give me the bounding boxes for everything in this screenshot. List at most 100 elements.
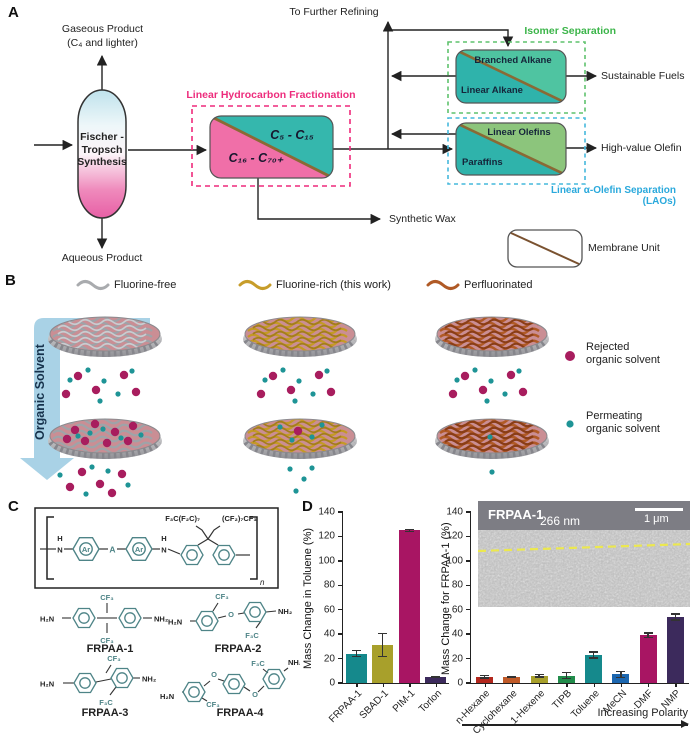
bar-group-NMP: NMP bbox=[660, 512, 689, 712]
fischer-tropsch-vessel bbox=[77, 89, 127, 219]
permeate-dots bbox=[57, 464, 495, 498]
a-linker-label: A bbox=[109, 545, 115, 555]
y-tick-label: 0 bbox=[329, 677, 335, 689]
frpaa-3-name: FRPAA-3 bbox=[81, 707, 129, 719]
rejected-legend-dot-icon bbox=[565, 351, 575, 361]
cf3-label: CF₃ bbox=[107, 654, 121, 663]
h2n-label: H₂N bbox=[168, 618, 182, 627]
fluorine-free-legend-label: Fluorine-free bbox=[114, 279, 177, 291]
frpaa-1-name: FRPAA-1 bbox=[86, 643, 134, 655]
tick-mark bbox=[338, 657, 343, 660]
x-tick-label: FRPAA-1 bbox=[326, 688, 365, 726]
bars-container: FRPAA-1 SBAD-1 PIM-1 Torlon bbox=[327, 512, 449, 725]
bar-Cyclohexane bbox=[503, 676, 521, 683]
feed-dots bbox=[61, 367, 528, 404]
polymer-repeat-unit: n H N Ar A Ar H N F₃C(F₂C)₇ (CF₂)₇CF₃ bbox=[34, 507, 279, 589]
scale-bar-label: 1 μm bbox=[644, 513, 669, 525]
gaseous-product-label-1: Gaseous Product bbox=[61, 23, 144, 35]
ar-ring-label: Ar bbox=[82, 545, 90, 554]
rejected-line-2: organic solvent bbox=[586, 354, 660, 367]
error-bar-Torlon bbox=[431, 675, 441, 679]
panel-d-label: D bbox=[302, 498, 313, 515]
sem-top-band bbox=[478, 501, 690, 530]
h-label-2: H bbox=[161, 534, 166, 543]
membrane-disk-top-fluorine-rich bbox=[243, 317, 357, 357]
x-tick-label: PIM-1 bbox=[390, 688, 418, 715]
linear-olefins-label: Linear Olefins bbox=[487, 127, 551, 138]
laos-dashed-box bbox=[447, 117, 586, 185]
panel-a-label: A bbox=[8, 4, 19, 21]
y-tick-label: 20 bbox=[323, 653, 335, 665]
y-tick-label: 120 bbox=[318, 530, 335, 542]
y-tick-label: 100 bbox=[446, 555, 463, 567]
bar-DMF bbox=[639, 635, 657, 683]
sem-thickness-label: 266 nm bbox=[540, 514, 581, 528]
panel-b-illustration bbox=[20, 280, 575, 498]
error-bar-Cyclohexane bbox=[507, 675, 517, 679]
f3c-label: F₃C bbox=[99, 698, 113, 707]
permeating-line-1: Permeating bbox=[586, 410, 643, 422]
frpaa-3-structure: H₂N CF₃ F₃C NH₂ bbox=[40, 654, 156, 707]
fractionation-membrane-unit bbox=[210, 116, 333, 178]
cf3-label: CF₃ bbox=[100, 593, 114, 602]
bar-group-Cyclohexane: Cyclohexane bbox=[471, 512, 525, 735]
vessel-label: Fischer - Tropsch Synthesis bbox=[76, 131, 128, 169]
perfluorinated-squiggle-icon bbox=[426, 280, 460, 290]
y-tick-label: 140 bbox=[446, 506, 463, 518]
fractionation-unit-border bbox=[209, 115, 334, 179]
gaseous-product-label-2: (C₄ and lighter) bbox=[67, 37, 138, 49]
fluoro-chain-right-label: (CF₂)₇CF₃ bbox=[222, 514, 257, 523]
solvent-uptake-chart: Mass Change for FRPAA-1 (%) n-Hexane Cycl… bbox=[440, 498, 692, 735]
tick-mark bbox=[466, 584, 471, 586]
fluorine-rich-squiggle-icon bbox=[238, 280, 272, 290]
y-axis-label: Mass Change in Toluene (%) bbox=[302, 527, 314, 670]
bar-group-MeCN: MeCN bbox=[601, 512, 634, 716]
tick-mark bbox=[338, 584, 343, 586]
panel-c-label: C bbox=[8, 498, 19, 515]
tick-mark bbox=[466, 682, 471, 684]
tick-mark bbox=[466, 560, 471, 562]
h2n-label: H₂N bbox=[40, 615, 54, 624]
fractionation-bottom-label: C₁₆ - C₇₀₊ bbox=[228, 151, 284, 165]
y-tick-label: 120 bbox=[446, 530, 463, 542]
y-tick-label: 60 bbox=[323, 604, 335, 616]
laos-unit-border bbox=[455, 122, 567, 176]
tick-mark bbox=[466, 609, 471, 611]
nh2-label: NH₂ bbox=[142, 675, 156, 684]
isomer-membrane-unit bbox=[456, 50, 566, 103]
bar-PIM-1 bbox=[398, 530, 420, 683]
h2n-label: H₂N bbox=[160, 692, 174, 701]
bar-group-Toluene: Toluene bbox=[569, 512, 607, 721]
y-tick-label: 140 bbox=[318, 506, 335, 518]
y-tick-label: 0 bbox=[457, 677, 463, 689]
tick-mark bbox=[338, 609, 343, 611]
ether-o-label: O bbox=[228, 610, 234, 619]
bar-n-Hexane bbox=[476, 676, 494, 683]
fluorine-rich-legend-label: Fluorine-rich (this work) bbox=[276, 279, 391, 291]
rejected-dots-in-membrane bbox=[62, 419, 138, 448]
f3c-label: F₃C bbox=[245, 631, 259, 640]
y-tick-label: 40 bbox=[451, 628, 463, 640]
fractionation-dashed-box bbox=[191, 105, 351, 187]
tick-mark bbox=[338, 560, 343, 562]
laos-membrane-unit bbox=[456, 123, 566, 175]
vessel-line-3: Synthesis bbox=[77, 156, 127, 169]
fractionation-title: Linear Hydrocarbon Fractionation bbox=[186, 89, 356, 101]
nh2-label: NH₂ bbox=[288, 658, 300, 667]
fluoro-chain-left-label: F₃C(F₂C)₇ bbox=[165, 514, 200, 523]
toluene-uptake-chart: Mass Change in Toluene (%) FRPAA-1 SBAD-1… bbox=[300, 498, 462, 735]
y-tick-label: 60 bbox=[451, 604, 463, 616]
y-tick-label: 80 bbox=[451, 579, 463, 591]
tick-mark bbox=[466, 633, 471, 635]
tick-mark bbox=[466, 535, 471, 538]
right-bracket bbox=[250, 516, 258, 580]
paraffins-label: Paraffins bbox=[462, 157, 503, 168]
to-isomer-arrow bbox=[388, 29, 514, 48]
synthetic-wax-label: Synthetic Wax bbox=[389, 213, 456, 225]
permeating-legend-dot-icon bbox=[566, 420, 574, 428]
rejected-legend-label: Rejected organic solvent bbox=[586, 341, 660, 367]
permeating-dots-in-membrane bbox=[277, 422, 325, 443]
tick-mark bbox=[338, 633, 343, 635]
frpaa-4-structure: H₂N O O CF₃ F₃C NH₂ bbox=[160, 658, 300, 709]
